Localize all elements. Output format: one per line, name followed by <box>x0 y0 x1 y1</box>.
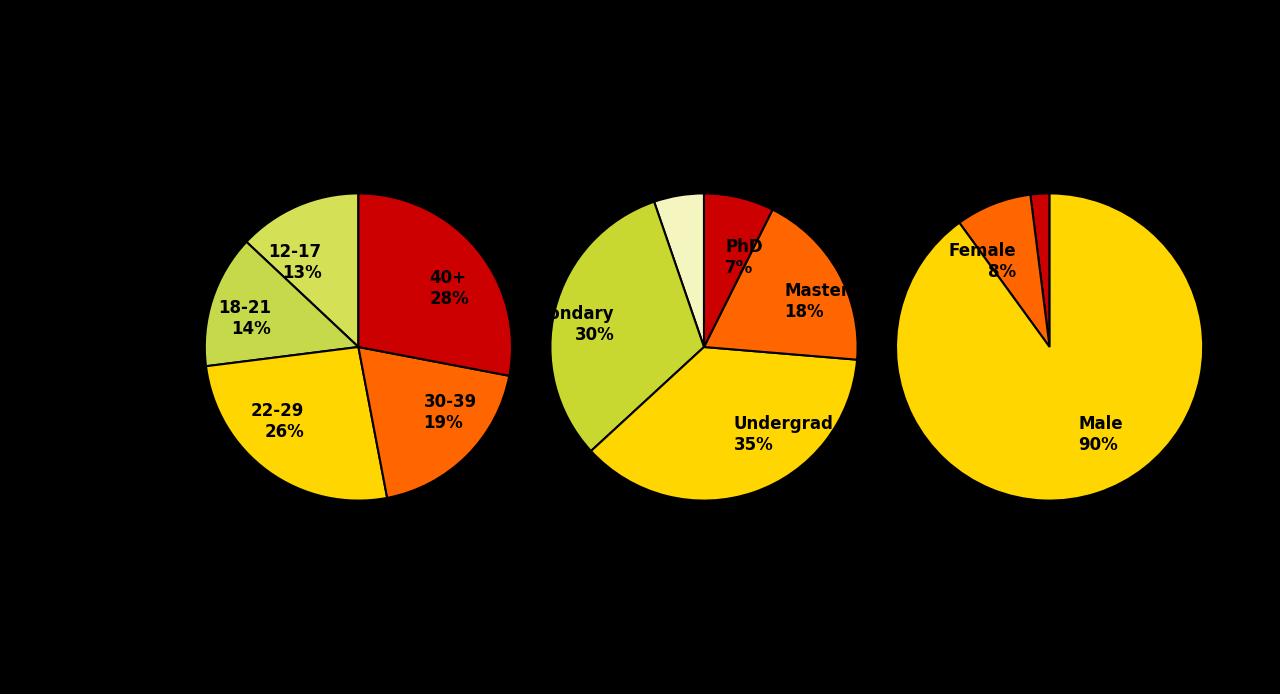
Wedge shape <box>205 242 358 366</box>
Wedge shape <box>591 347 858 500</box>
Text: 18-21
14%: 18-21 14% <box>218 299 271 338</box>
Wedge shape <box>654 194 704 347</box>
Text: 12-17
13%: 12-17 13% <box>269 243 321 282</box>
Wedge shape <box>206 347 387 500</box>
Wedge shape <box>704 210 858 359</box>
Text: Secondary
30%: Secondary 30% <box>516 305 614 344</box>
Text: 22-29
26%: 22-29 26% <box>251 402 305 441</box>
Text: 30-39
19%: 30-39 19% <box>424 393 477 432</box>
Wedge shape <box>704 194 773 347</box>
Text: Female
8%: Female 8% <box>948 242 1015 280</box>
Text: Undergrad
35%: Undergrad 35% <box>733 415 833 454</box>
Text: Masters
18%: Masters 18% <box>785 282 859 321</box>
Wedge shape <box>959 194 1050 347</box>
Text: 40+
28%: 40+ 28% <box>429 269 470 307</box>
Wedge shape <box>550 202 704 451</box>
Text: PhD
7%: PhD 7% <box>726 238 763 277</box>
Wedge shape <box>896 194 1203 500</box>
Wedge shape <box>1030 194 1050 347</box>
Wedge shape <box>358 194 512 375</box>
Wedge shape <box>358 347 509 498</box>
Wedge shape <box>247 194 358 347</box>
Text: Male
90%: Male 90% <box>1078 415 1123 454</box>
